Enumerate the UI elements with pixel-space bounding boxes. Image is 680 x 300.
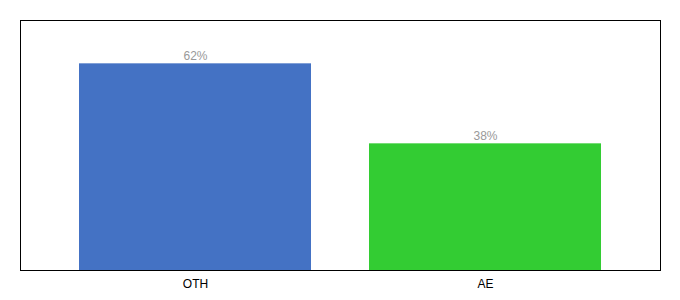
svg-text:AE: AE [477, 277, 493, 291]
svg-text:62%: 62% [183, 49, 207, 63]
svg-text:OTH: OTH [183, 277, 208, 291]
svg-text:38%: 38% [473, 129, 497, 143]
